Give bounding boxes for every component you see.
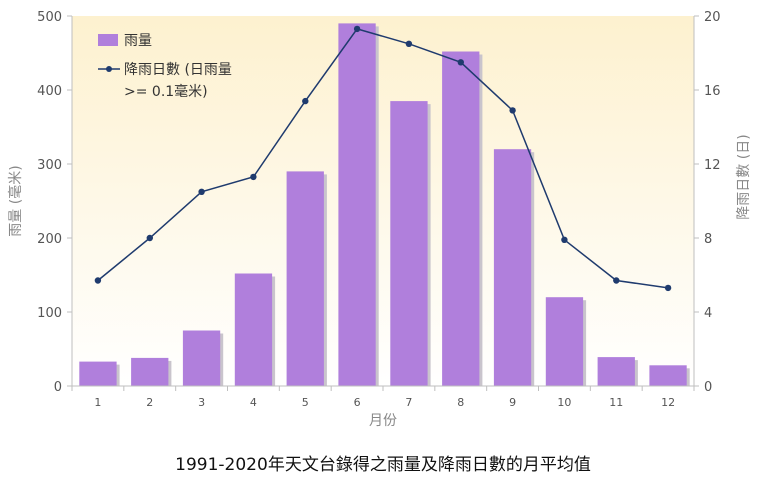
rain-days-point-8	[457, 59, 464, 66]
rain-days-point-9	[509, 107, 516, 114]
rain-days-point-5	[302, 97, 309, 105]
x-tick-label: 11	[609, 396, 623, 409]
bar-month-12	[649, 365, 687, 386]
y-left-tick-label: 300	[37, 158, 62, 173]
y-left-tick-label: 100	[37, 306, 62, 321]
legend-bar-swatch	[98, 34, 118, 46]
y-right-tick-label: 0	[704, 380, 712, 395]
bar-month-3	[182, 330, 221, 386]
legend-line-marker	[106, 66, 112, 72]
y-left-tick-label: 500	[37, 10, 62, 25]
legend-line-label-1: 降雨日數 (日雨量	[124, 62, 232, 78]
x-tick-label: 6	[354, 396, 361, 409]
bar-month-1	[79, 361, 117, 386]
x-tick-label: 10	[557, 396, 571, 409]
legend: 雨量 降雨日數 (日雨量 >= 0.1毫米)	[98, 33, 232, 100]
rain-days-point-7	[405, 40, 413, 47]
x-tick-label: 4	[250, 396, 257, 409]
bar-month-7	[390, 101, 428, 386]
y-right-tick-label: 16	[704, 84, 721, 99]
y-axis-right-title: 降雨日數 (日)	[736, 134, 752, 219]
y-right-tick-label: 12	[704, 158, 721, 173]
legend-line-label-2: >= 0.1毫米)	[124, 83, 208, 100]
rain-days-point-11	[613, 277, 620, 284]
bar-month-8	[442, 51, 480, 386]
bar-month-9	[493, 149, 532, 386]
rain-days-point-2	[146, 234, 153, 242]
rain-days-line	[97, 28, 669, 289]
rain-days-point-3	[198, 188, 205, 195]
bar-month-5	[286, 171, 324, 386]
y-axis-left-title: 雨量 (毫米)	[7, 165, 24, 236]
y-right-tick-label: 20	[704, 10, 721, 25]
bar-month-2	[131, 357, 169, 386]
y-right-tick-label: 4	[704, 306, 712, 321]
x-tick-label: 3	[198, 396, 205, 409]
x-tick-label: 9	[509, 396, 516, 409]
y-left-tick-label: 0	[54, 380, 62, 395]
x-tick-label: 8	[457, 396, 464, 409]
rain-days-point-4	[250, 173, 257, 181]
y-left-tick-label: 400	[37, 84, 62, 99]
x-tick-label: 2	[146, 396, 153, 409]
y-right-tick-label: 8	[704, 232, 712, 247]
rain-days-point-12	[664, 284, 672, 292]
y-left-tick-label: 200	[37, 232, 62, 247]
rain-days-point-10	[561, 236, 568, 243]
x-axis-title: 月份	[369, 413, 397, 429]
bar-month-10	[545, 297, 584, 386]
x-tick-label: 12	[661, 396, 675, 409]
plot-area	[72, 16, 694, 386]
rain-days-point-6	[353, 25, 361, 33]
bar-month-4	[234, 273, 273, 386]
legend-bar-label: 雨量	[124, 33, 152, 49]
bar-month-11	[597, 357, 635, 386]
x-tick-label: 7	[405, 396, 412, 409]
chart-caption: 1991-2020年天文台錄得之雨量及降雨日數的月平均值	[175, 455, 591, 475]
x-tick-label: 5	[302, 396, 309, 409]
x-tick-label: 1	[94, 396, 101, 409]
bar-month-6	[338, 23, 376, 387]
rain-days-point-1	[94, 277, 102, 284]
